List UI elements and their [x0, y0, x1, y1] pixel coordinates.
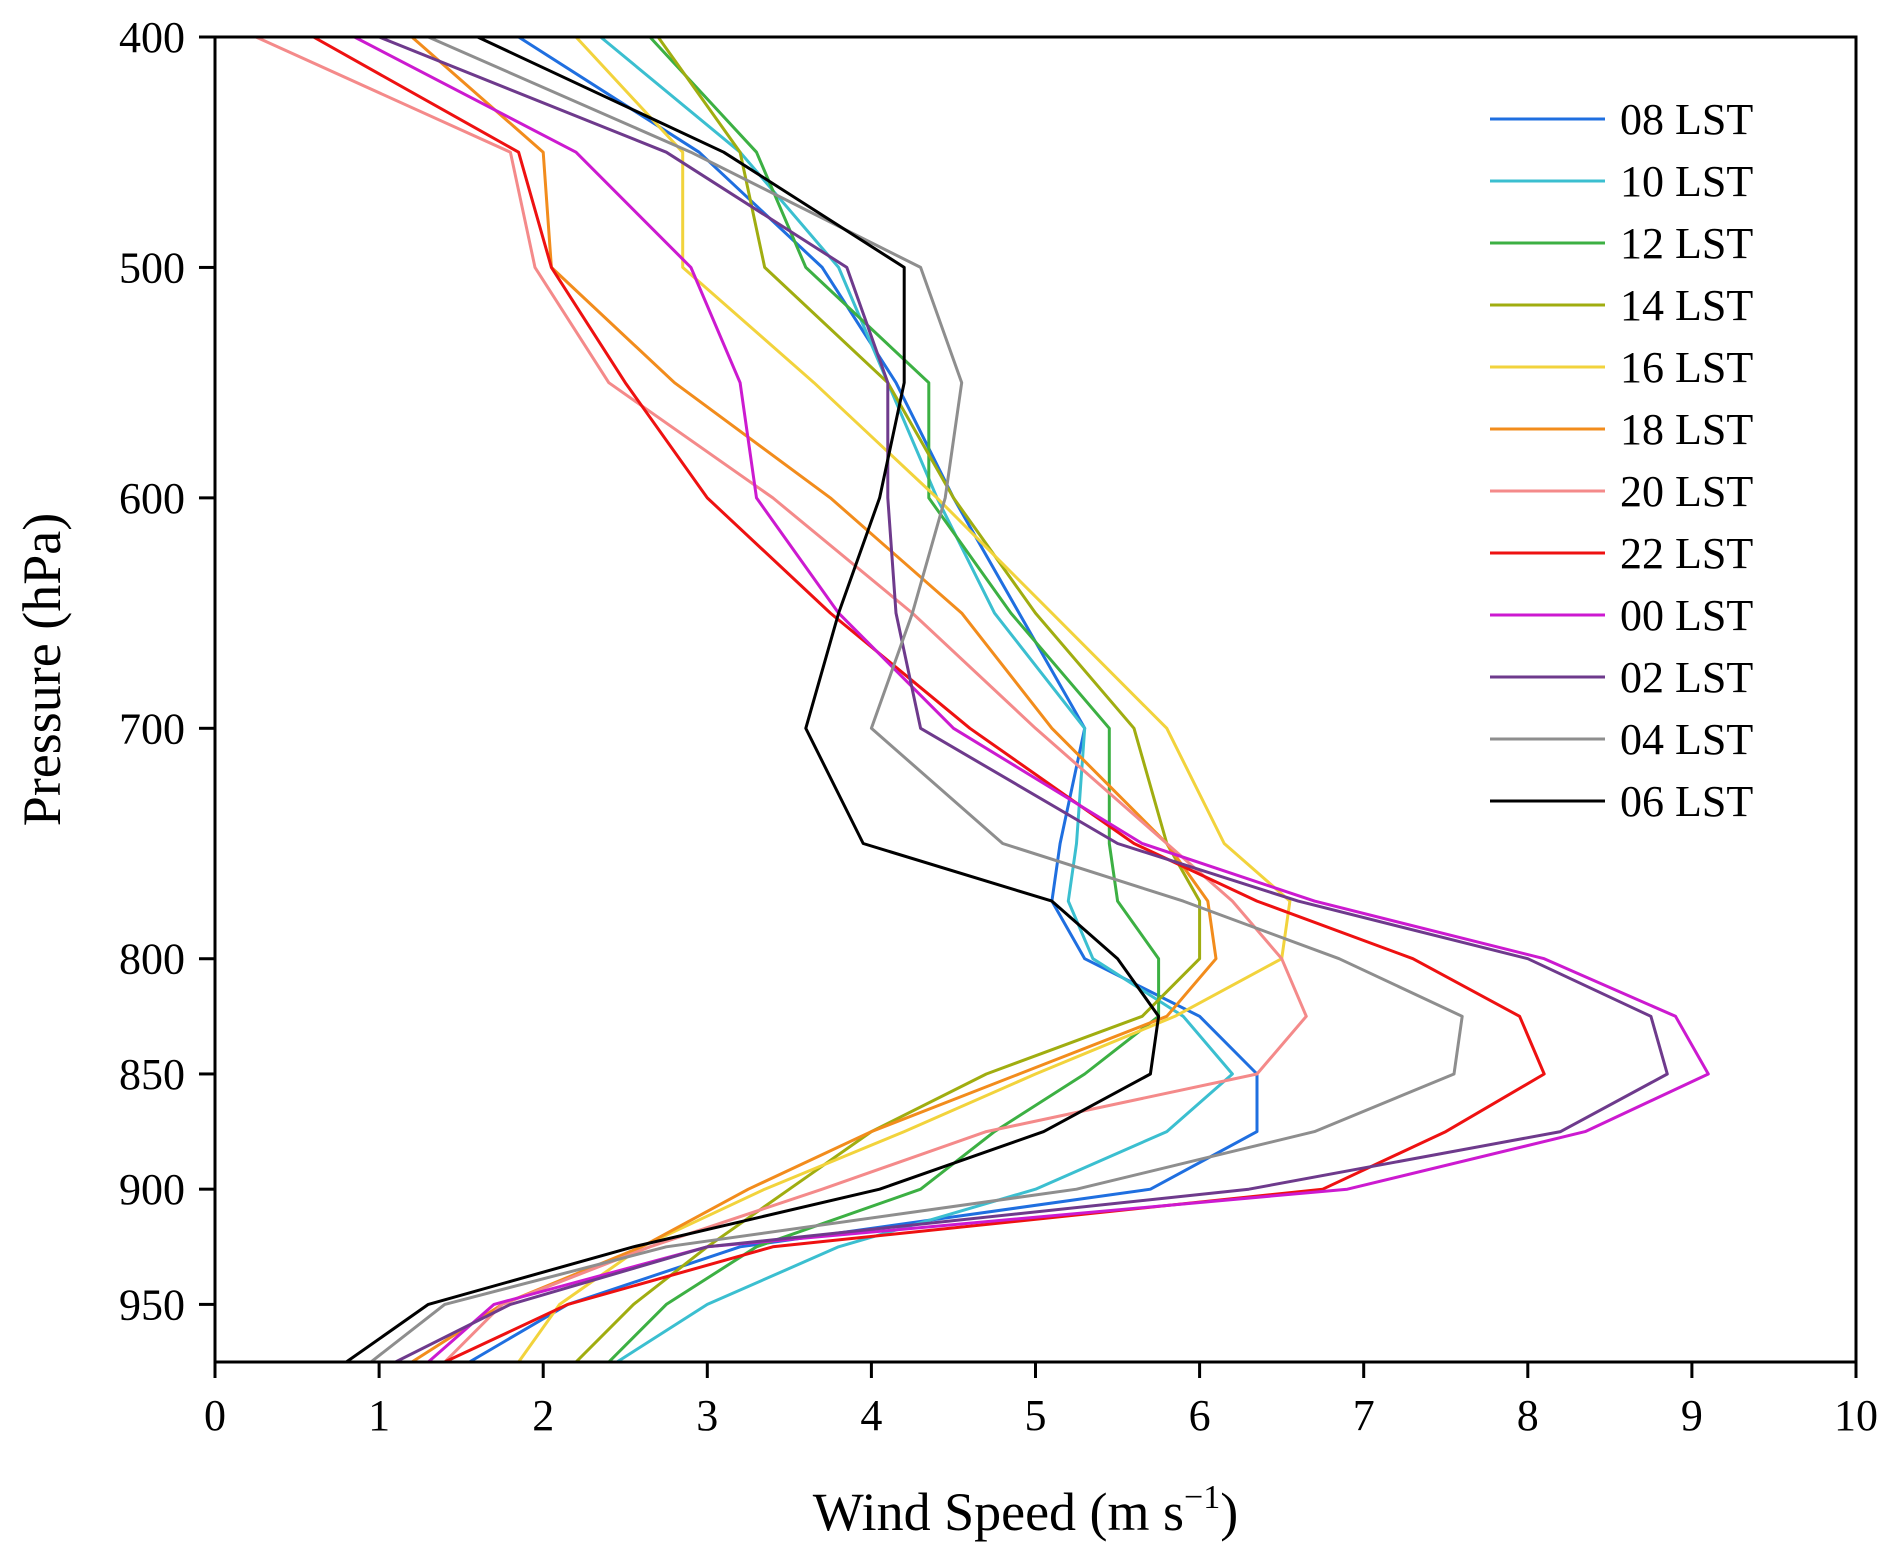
legend-label-18-lst: 18 LST	[1620, 405, 1753, 454]
x-axis-title-close: )	[1220, 1482, 1238, 1542]
x-axis-title-text: Wind Speed (m s	[813, 1482, 1184, 1542]
series-line-18-lst	[410, 37, 1218, 1362]
y-tick-label: 800	[119, 935, 185, 984]
y-tick-label: 850	[119, 1050, 185, 1099]
y-axis-title: Pressure (hPa)	[12, 513, 72, 826]
legend-label-14-lst: 14 LST	[1620, 281, 1753, 330]
x-tick-label: 5	[1025, 1391, 1047, 1440]
x-tick-label: 8	[1517, 1391, 1539, 1440]
x-tick-label: 2	[532, 1391, 554, 1440]
x-tick-label: 9	[1681, 1391, 1703, 1440]
legend: 08 LST 10 LST 12 LST 14 LST 16 LST 18 LST 20 L…	[1490, 95, 1753, 826]
x-tick-label: 6	[1189, 1391, 1211, 1440]
series-line-02-lst	[378, 37, 1669, 1362]
x-axis-title-superscript: −1	[1184, 1479, 1220, 1516]
legend-label-12-lst: 12 LST	[1620, 219, 1753, 268]
legend-label-10-lst: 10 LST	[1620, 157, 1753, 206]
y-tick-label: 950	[119, 1280, 185, 1329]
x-tick-label: 10	[1834, 1391, 1878, 1440]
y-tick-label: 700	[119, 704, 185, 753]
legend-label-06-lst: 06 LST	[1620, 777, 1753, 826]
y-tick-label: 600	[119, 474, 185, 523]
series-line-16-lst	[517, 37, 1292, 1362]
legend-label-04-lst: 04 LST	[1620, 715, 1753, 764]
x-tick-label: 1	[368, 1391, 390, 1440]
legend-label-08-lst: 08 LST	[1620, 95, 1753, 144]
legend-label-20-lst: 20 LST	[1620, 467, 1753, 516]
x-tick-label: 4	[860, 1391, 882, 1440]
x-axis: 0 1 2 3 4 5 6 7 8 9 10	[204, 1362, 1878, 1440]
series-line-04-lst	[369, 37, 1464, 1362]
y-tick-label: 900	[119, 1165, 185, 1214]
legend-label-02-lst: 02 LST	[1620, 653, 1753, 702]
legend-label-16-lst: 16 LST	[1620, 343, 1753, 392]
y-tick-label: 400	[119, 13, 185, 62]
x-tick-label: 3	[696, 1391, 718, 1440]
series-line-12-lst	[607, 37, 1161, 1362]
series-lines	[255, 37, 1710, 1362]
x-tick-label: 0	[204, 1391, 226, 1440]
x-tick-label: 7	[1353, 1391, 1375, 1440]
series-line-10-lst	[599, 37, 1234, 1362]
series-line-20-lst	[255, 37, 1308, 1362]
y-axis: 400 500 600 700 800 850 900 950	[119, 13, 215, 1329]
legend-label-00-lst: 00 LST	[1620, 591, 1753, 640]
series-line-00-lst	[353, 37, 1710, 1362]
y-tick-label: 500	[119, 243, 185, 292]
series-line-06-lst	[345, 37, 1161, 1362]
x-axis-title: Wind Speed (m s−1)	[813, 1479, 1238, 1542]
legend-label-22-lst: 22 LST	[1620, 529, 1753, 578]
